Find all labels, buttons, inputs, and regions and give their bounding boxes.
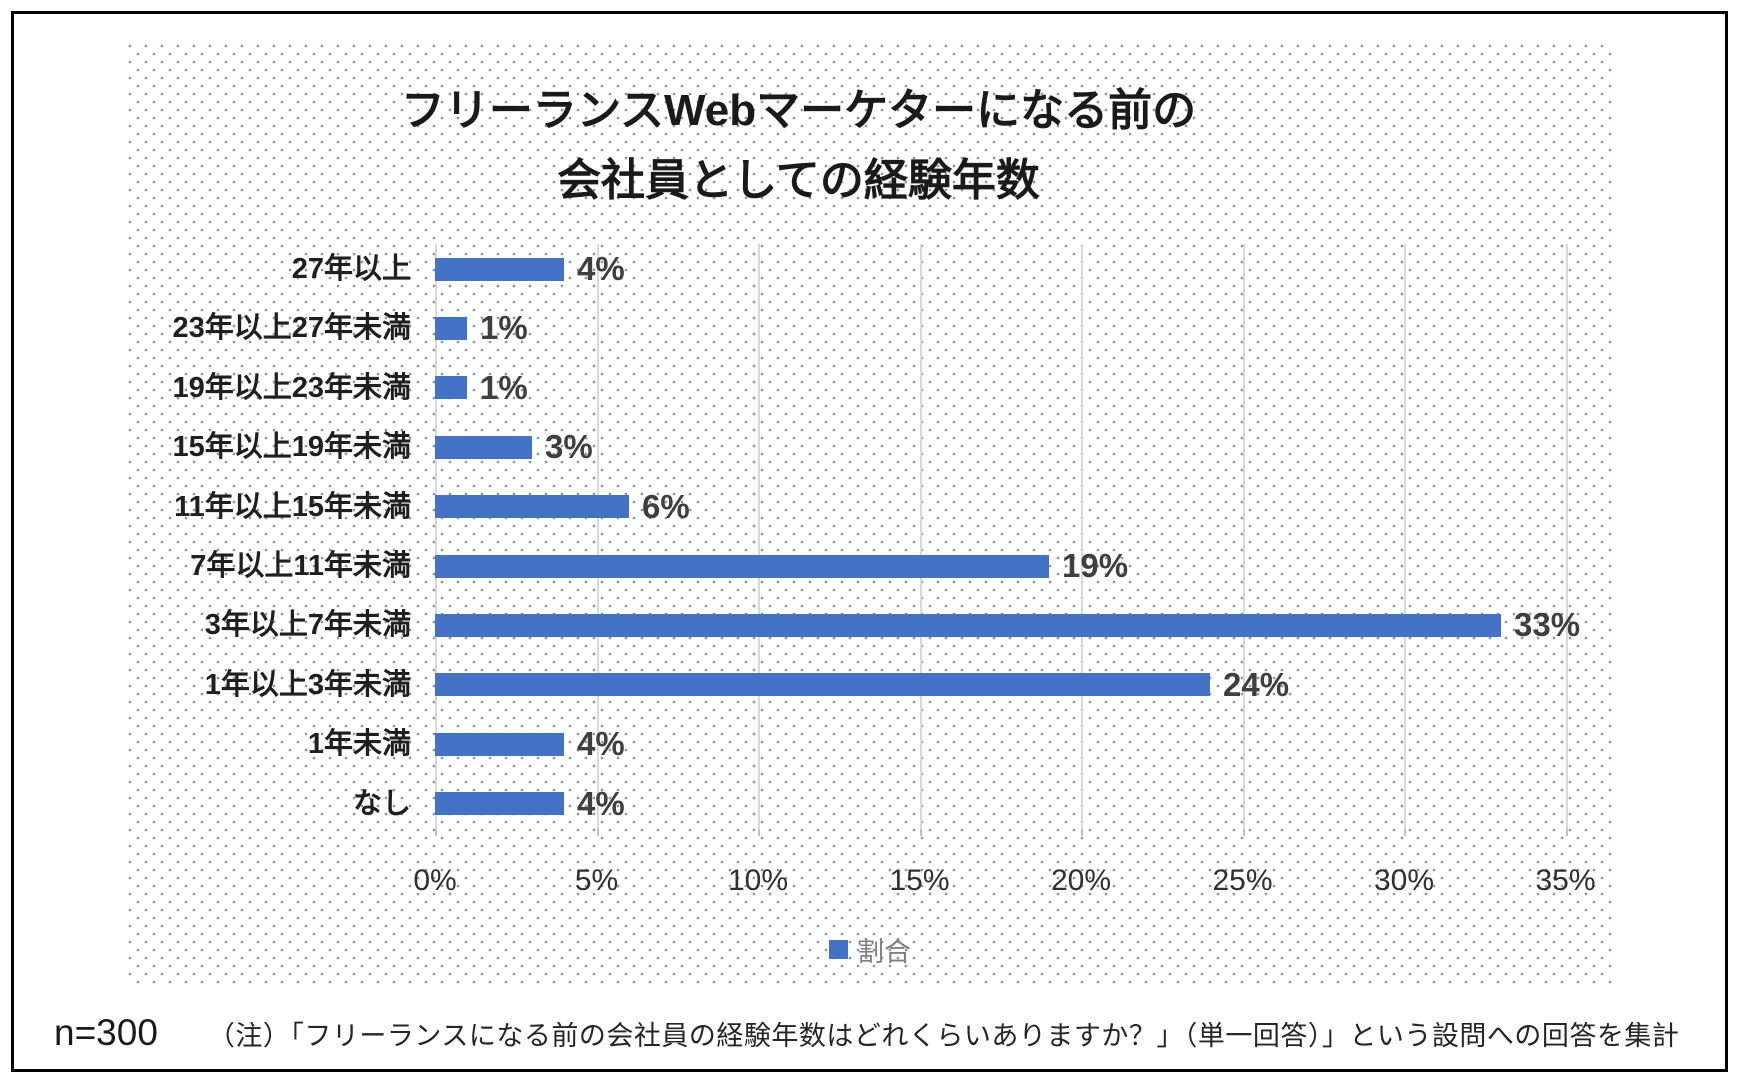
axis-tick bbox=[1242, 829, 1245, 836]
category-label: 23年以上27年未満 bbox=[172, 312, 411, 344]
category-label: 3年以上7年未満 bbox=[204, 609, 411, 641]
footnote: （注）「フリーランスになる前の会社員の経験年数はどれくらいありますか？」（単一回… bbox=[207, 1021, 1680, 1051]
axis-tick bbox=[596, 829, 599, 836]
gridline bbox=[1081, 244, 1083, 829]
value-label: 24% bbox=[1223, 666, 1290, 703]
category-label: なし bbox=[352, 788, 411, 820]
gridline bbox=[919, 244, 922, 829]
bar bbox=[435, 376, 467, 399]
value-label: 4% bbox=[577, 250, 625, 287]
value-label: 4% bbox=[577, 725, 625, 762]
gridline bbox=[1242, 244, 1245, 829]
value-label: 1% bbox=[480, 369, 528, 406]
outer-border-frame: フリーランスWebマーケターになる前の 会社員としての経験年数 0% 5% 10% 1… bbox=[11, 11, 1728, 1072]
x-tick-label: 5% bbox=[574, 864, 619, 897]
gridline bbox=[435, 244, 437, 829]
bar bbox=[435, 614, 1501, 637]
x-tick-label: 30% bbox=[1373, 864, 1435, 897]
x-tick-label: 20% bbox=[1050, 864, 1112, 897]
axis-tick bbox=[758, 829, 760, 836]
bar bbox=[435, 436, 532, 459]
category-label: 27年以上 bbox=[291, 253, 411, 285]
category-label: 15年以上19年未満 bbox=[172, 431, 411, 463]
x-tick-label: 25% bbox=[1212, 864, 1273, 897]
value-label: 1% bbox=[480, 309, 528, 346]
bar bbox=[435, 317, 467, 340]
axis-tick bbox=[435, 829, 437, 836]
chart-title: フリーランスWebマーケターになる前の 会社員としての経験年数 bbox=[126, 76, 1471, 216]
bar bbox=[435, 733, 564, 756]
x-tick-label: 0% bbox=[413, 864, 457, 897]
x-tick-label: 35% bbox=[1535, 864, 1596, 897]
value-label: 6% bbox=[642, 488, 690, 525]
bar bbox=[435, 792, 564, 815]
category-label: 1年以上3年未満 bbox=[204, 669, 411, 701]
legend-swatch-icon bbox=[829, 940, 848, 959]
gridline bbox=[1565, 244, 1568, 829]
axis-tick bbox=[1565, 829, 1568, 836]
value-label: 4% bbox=[577, 785, 625, 822]
axis-tick bbox=[919, 829, 922, 836]
legend: 割合 bbox=[126, 930, 1614, 969]
footer: n=300 （注）「フリーランスになる前の会社員の経験年数はどれくらいありますか… bbox=[54, 1012, 1714, 1054]
axis-tick bbox=[1404, 829, 1406, 836]
chart-title-line1: フリーランスWebマーケターになる前の bbox=[400, 86, 1197, 135]
category-label: 19年以上23年未満 bbox=[172, 372, 411, 404]
chart-panel: フリーランスWebマーケターになる前の 会社員としての経験年数 0% 5% 10% 1… bbox=[126, 42, 1614, 986]
chart-title-line2: 会社員としての経験年数 bbox=[557, 156, 1040, 205]
category-label: 11年以上15年未満 bbox=[174, 491, 411, 523]
value-label: 3% bbox=[545, 428, 593, 465]
value-label: 33% bbox=[1514, 606, 1581, 643]
bar bbox=[435, 258, 564, 281]
value-label: 19% bbox=[1062, 547, 1129, 584]
bar bbox=[435, 555, 1049, 578]
bar bbox=[435, 673, 1210, 696]
gridline bbox=[596, 244, 599, 829]
gridline bbox=[1404, 244, 1406, 829]
legend-label: 割合 bbox=[857, 937, 911, 967]
gridline bbox=[758, 244, 760, 829]
axis-tick bbox=[1081, 829, 1083, 836]
category-label: 1年未満 bbox=[307, 728, 411, 760]
x-tick-label: 10% bbox=[727, 864, 789, 897]
category-label: 7年以上11年未満 bbox=[190, 550, 411, 582]
x-tick-label: 15% bbox=[889, 864, 950, 897]
bar bbox=[435, 495, 629, 518]
sample-size: n=300 bbox=[54, 1012, 158, 1053]
